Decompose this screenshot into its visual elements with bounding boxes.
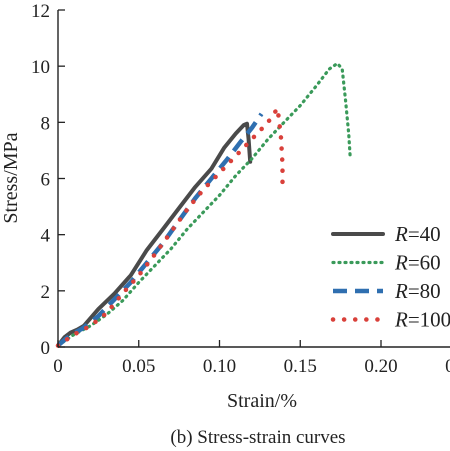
legend-entry: R=60 xyxy=(331,251,441,275)
x-tick-label: 0.10 xyxy=(203,356,236,377)
legend: R=40 R=60 R=80 R=100 xyxy=(330,222,450,332)
legend-label: R=60 xyxy=(394,251,441,275)
series-line-r60 xyxy=(56,61,352,348)
y-tick-label: 12 xyxy=(31,1,50,22)
y-tick-label: 8 xyxy=(41,113,51,134)
legend-label: R=80 xyxy=(394,279,441,303)
series-layer xyxy=(55,61,352,348)
y-tick-label: 0 xyxy=(41,338,51,359)
ticks-layer: 0 0.05 0.10 0.15 0.20 0.25 0 2 4 6 8 10 12 xyxy=(31,1,450,377)
figure-caption: (b) Stress-strain curves xyxy=(170,427,345,448)
y-axis-label: Stress/MPa xyxy=(0,132,22,223)
x-tick-label: 0 xyxy=(53,356,63,377)
y-tick-label: 4 xyxy=(41,226,51,247)
legend-label: R=100 xyxy=(394,308,450,332)
series-line-r40 xyxy=(56,121,253,348)
x-tick-label: 0.05 xyxy=(122,356,155,377)
legend-label: R=40 xyxy=(394,222,441,246)
series-line-r80 xyxy=(56,112,264,348)
x-axis-label: Strain/% xyxy=(227,390,297,412)
y-tick-label: 10 xyxy=(31,57,50,78)
legend-entry: R=80 xyxy=(333,279,441,303)
legend-entry: R=40 xyxy=(331,222,441,246)
x-tick-label: 0.15 xyxy=(284,356,317,377)
legend-entry: R=100 xyxy=(330,308,450,332)
y-tick-label: 2 xyxy=(41,282,51,303)
series-line-r100 xyxy=(55,106,285,348)
x-tick-label: 0.25 xyxy=(445,356,450,377)
x-tick-label: 0.20 xyxy=(364,356,397,377)
y-tick-label: 6 xyxy=(41,170,51,191)
